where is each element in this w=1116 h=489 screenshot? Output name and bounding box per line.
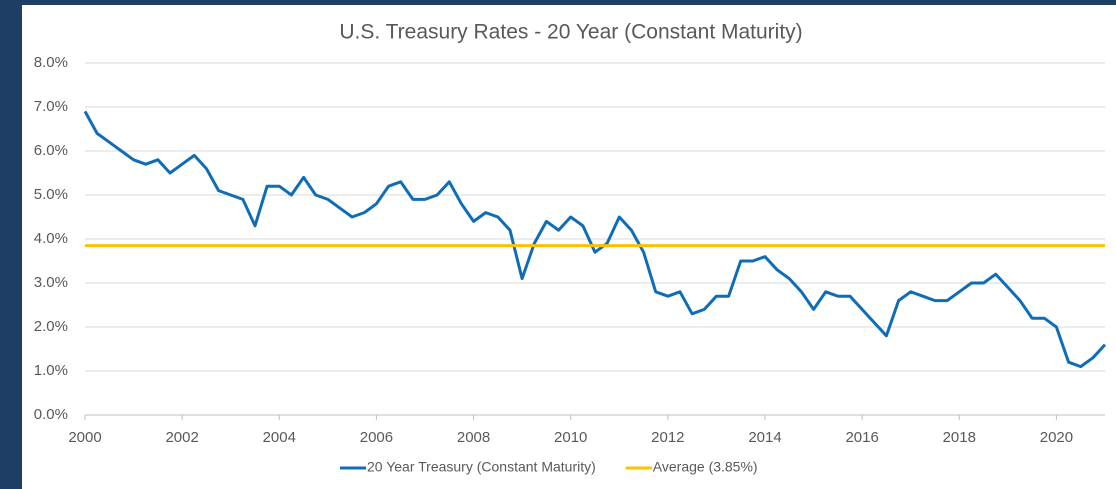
x-tick-label: 2020 bbox=[1040, 429, 1073, 446]
x-tick-label: 2012 bbox=[651, 429, 684, 446]
legend-label: Average (3.85%) bbox=[653, 459, 758, 475]
y-tick-label: 3.0% bbox=[34, 274, 68, 291]
y-tick-label: 2.0% bbox=[34, 318, 68, 335]
y-tick-label: 5.0% bbox=[34, 186, 68, 203]
x-tick-label: 2004 bbox=[263, 429, 296, 446]
x-tick-label: 2006 bbox=[360, 429, 393, 446]
legend-label: 20 Year Treasury (Constant Maturity) bbox=[367, 459, 596, 475]
y-tick-label: 8.0% bbox=[34, 54, 68, 71]
y-tick-label: 4.0% bbox=[34, 230, 68, 247]
x-tick-label: 2000 bbox=[68, 429, 101, 446]
x-tick-label: 2014 bbox=[748, 429, 781, 446]
chart: U.S. Treasury Rates - 20 Year (Constant … bbox=[0, 0, 1116, 489]
chart-title: U.S. Treasury Rates - 20 Year (Constant … bbox=[339, 21, 802, 44]
y-tick-label: 7.0% bbox=[34, 98, 68, 115]
x-tick-label: 2018 bbox=[943, 429, 976, 446]
y-tick-label: 1.0% bbox=[34, 362, 68, 379]
x-tick-label: 2016 bbox=[845, 429, 878, 446]
x-tick-label: 2002 bbox=[165, 429, 198, 446]
y-tick-label: 0.0% bbox=[34, 406, 68, 423]
y-tick-label: 6.0% bbox=[34, 142, 68, 159]
x-tick-label: 2008 bbox=[457, 429, 490, 446]
x-tick-label: 2010 bbox=[554, 429, 587, 446]
page: U.S. Treasury Rates - 20 Year (Constant … bbox=[0, 0, 1116, 489]
